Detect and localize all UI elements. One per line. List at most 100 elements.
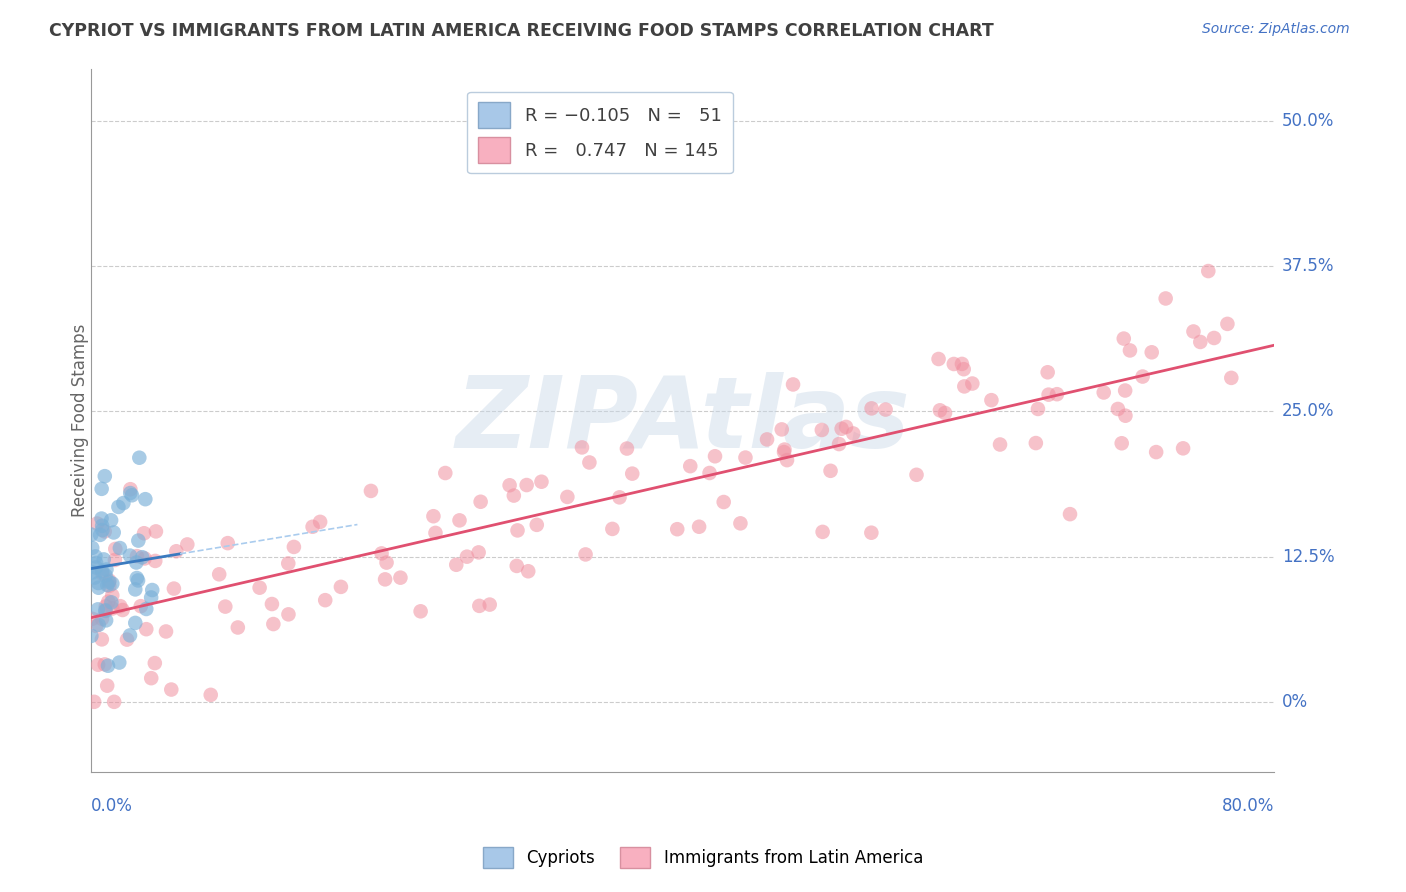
Point — [226, 620, 249, 634]
Point — [87, 581, 110, 595]
Point — [934, 406, 956, 420]
Point — [1202, 331, 1225, 345]
Point — [860, 525, 883, 540]
Point — [467, 545, 489, 559]
Point — [666, 522, 689, 536]
Point — [118, 549, 141, 563]
Point — [468, 599, 491, 613]
Point — [135, 622, 157, 636]
Point — [90, 511, 112, 525]
Point — [104, 553, 127, 567]
Point — [120, 486, 142, 500]
Point — [87, 617, 110, 632]
Text: 80.0%: 80.0% — [1222, 797, 1274, 814]
Point — [115, 632, 138, 647]
Point — [118, 628, 141, 642]
Point — [1182, 325, 1205, 339]
Point — [688, 520, 710, 534]
Point — [87, 602, 110, 616]
Point — [811, 524, 834, 539]
Point — [616, 442, 638, 456]
Point — [1144, 445, 1167, 459]
Point — [929, 403, 952, 417]
Point — [526, 517, 548, 532]
Point — [734, 450, 756, 465]
Point — [112, 496, 135, 510]
Point — [94, 604, 117, 618]
Point — [530, 475, 553, 489]
Point — [262, 617, 284, 632]
Point — [776, 453, 799, 467]
Point — [309, 515, 332, 529]
Point — [91, 566, 114, 581]
Point — [679, 459, 702, 474]
Point — [446, 558, 468, 572]
Point — [141, 671, 163, 685]
Point — [91, 523, 114, 537]
Point — [773, 445, 796, 459]
Point — [1092, 385, 1115, 400]
Point — [82, 566, 104, 580]
Point — [842, 426, 865, 441]
Point — [988, 437, 1011, 451]
Point — [108, 656, 131, 670]
Point — [143, 656, 166, 670]
Point — [820, 464, 842, 478]
Point — [125, 556, 148, 570]
Point — [374, 573, 396, 587]
Point — [94, 469, 117, 483]
Point — [90, 482, 112, 496]
Point — [470, 495, 492, 509]
Point — [97, 658, 120, 673]
Text: 0%: 0% — [1282, 693, 1308, 711]
Point — [80, 629, 103, 643]
Point — [127, 574, 149, 588]
Text: ZIPAtlas: ZIPAtlas — [456, 372, 910, 468]
Point — [770, 422, 793, 436]
Point — [953, 379, 976, 393]
Legend: R = −0.105   N =   51, R =   0.747   N = 145: R = −0.105 N = 51, R = 0.747 N = 145 — [467, 92, 733, 173]
Point — [96, 679, 118, 693]
Point — [1059, 507, 1081, 521]
Point — [91, 518, 114, 533]
Point — [96, 562, 118, 576]
Point — [91, 612, 114, 626]
Point — [131, 550, 153, 565]
Point — [502, 489, 524, 503]
Point — [84, 556, 107, 570]
Point — [571, 441, 593, 455]
Point — [93, 524, 115, 539]
Point — [125, 571, 148, 585]
Point — [730, 516, 752, 531]
Point — [950, 357, 973, 371]
Point — [962, 376, 984, 391]
Point — [84, 619, 107, 633]
Point — [980, 393, 1002, 408]
Point — [84, 549, 107, 564]
Point — [101, 576, 124, 591]
Text: 37.5%: 37.5% — [1282, 257, 1334, 275]
Point — [1112, 332, 1135, 346]
Point — [86, 516, 108, 531]
Point — [121, 488, 143, 502]
Legend: Cypriots, Immigrants from Latin America: Cypriots, Immigrants from Latin America — [477, 840, 929, 875]
Point — [1189, 334, 1212, 349]
Point — [314, 593, 336, 607]
Point — [602, 522, 624, 536]
Point — [124, 615, 146, 630]
Point — [104, 541, 127, 556]
Point — [134, 492, 156, 507]
Point — [1036, 365, 1059, 379]
Text: 50.0%: 50.0% — [1282, 112, 1334, 130]
Point — [506, 524, 529, 538]
Point — [782, 377, 804, 392]
Point — [942, 357, 965, 371]
Point — [811, 423, 834, 437]
Point — [409, 604, 432, 618]
Point — [110, 599, 132, 614]
Point — [127, 533, 149, 548]
Point — [96, 578, 118, 592]
Point — [1132, 369, 1154, 384]
Point — [200, 688, 222, 702]
Point — [176, 537, 198, 551]
